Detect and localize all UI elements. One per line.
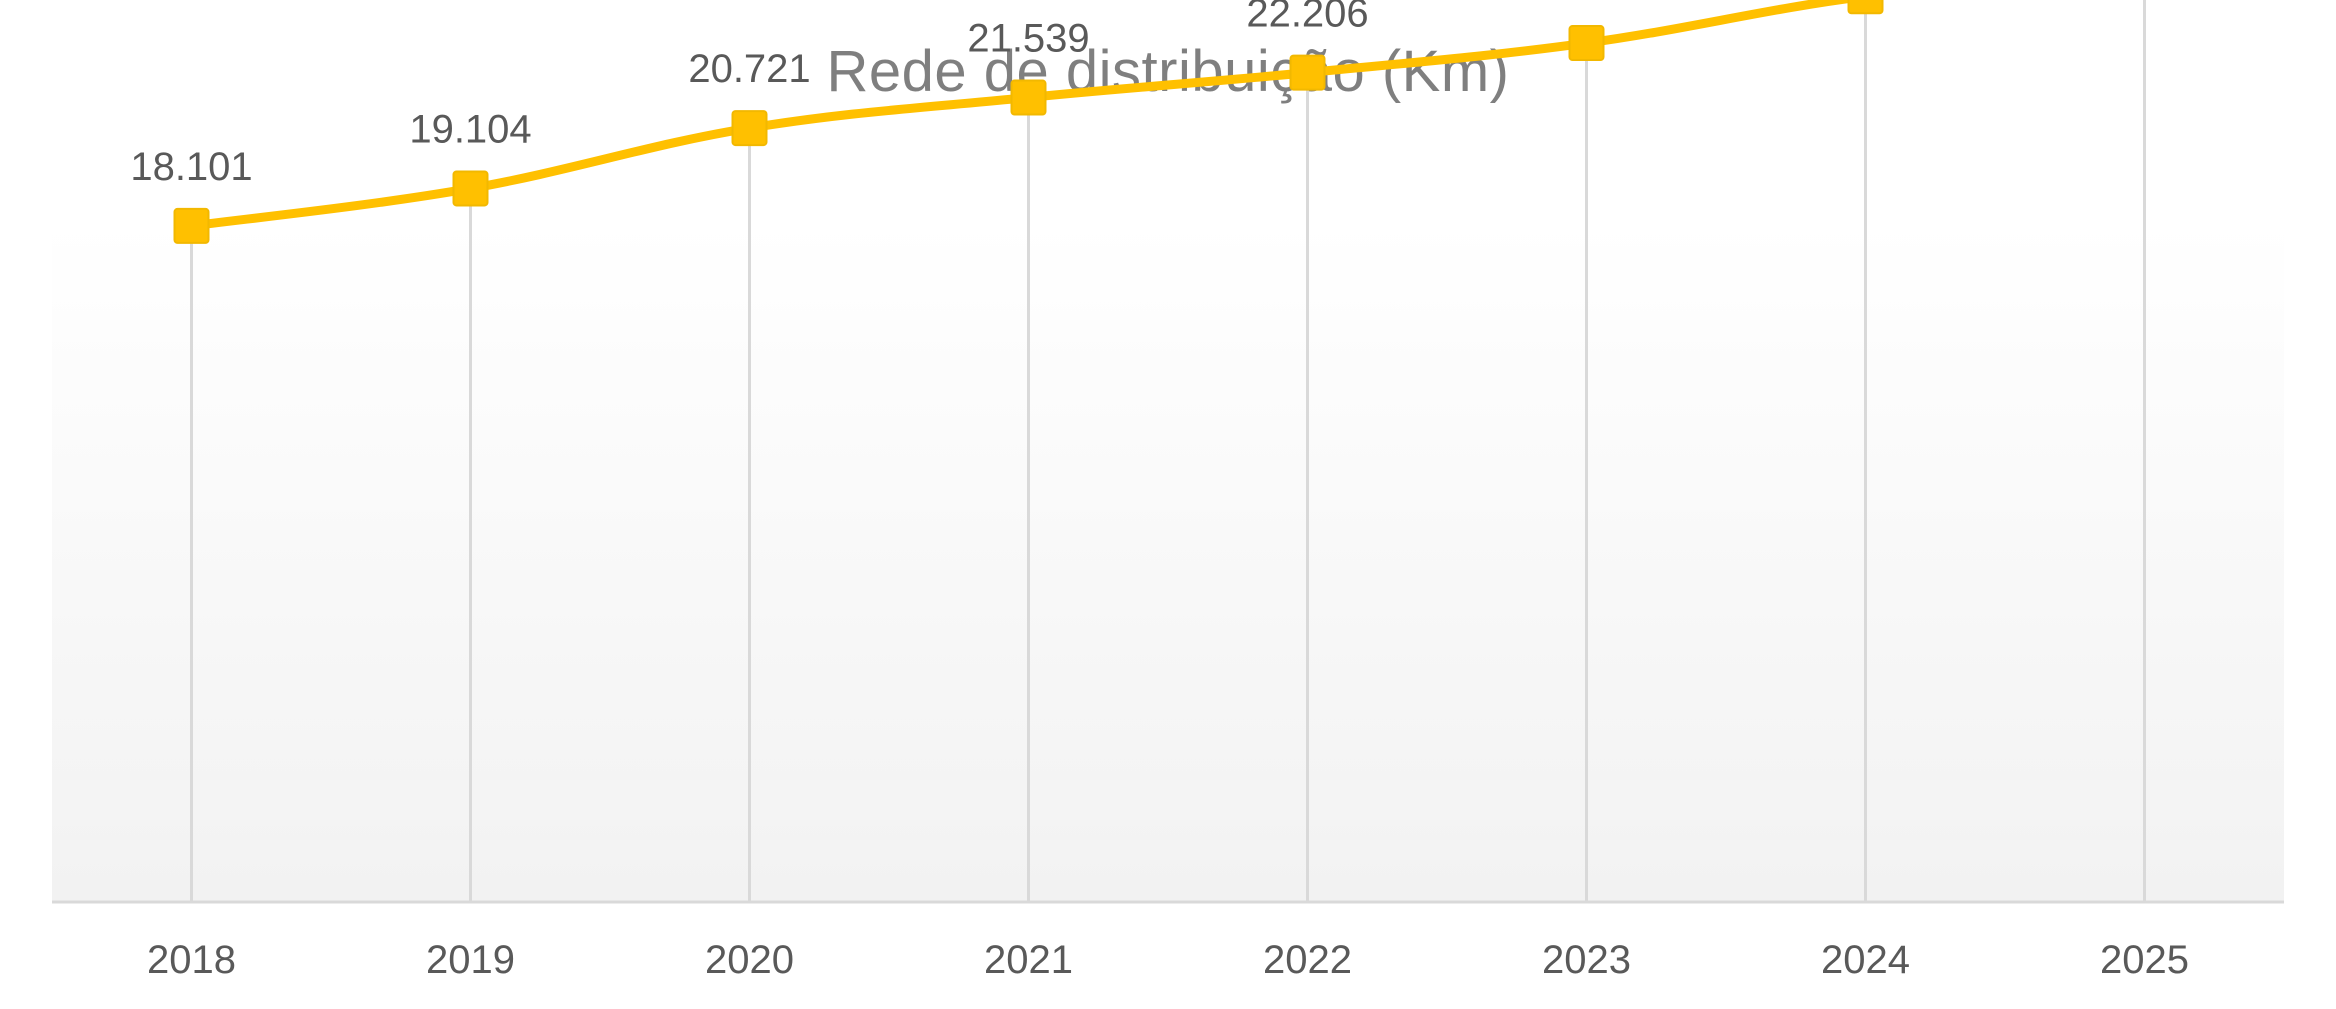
x-tick-2019: 2019	[426, 938, 515, 982]
marker-2018[interactable]	[173, 207, 210, 244]
x-tick-2018: 2018	[147, 938, 236, 982]
data-label-2020: 20.721	[688, 47, 810, 91]
x-tick-2022: 2022	[1263, 938, 1352, 982]
marker-2024[interactable]	[1847, 0, 1884, 15]
x-tick-2023: 2023	[1542, 938, 1631, 982]
drop-lines	[190, 0, 2146, 902]
data-label-2023: 22.997	[1525, 0, 1647, 6]
series-line	[187, 0, 1873, 231]
x-tick-2020: 2020	[705, 938, 794, 982]
marker-2019[interactable]	[452, 170, 489, 207]
markers-layer	[173, 0, 1884, 244]
marker-2020[interactable]	[731, 110, 768, 147]
marker-2021[interactable]	[1010, 79, 1047, 116]
x-tick-labels: 2018 2019 2020 2021 2022 2023 2024 2025	[147, 938, 2189, 982]
series-layer	[187, 0, 1873, 231]
marker-2023[interactable]	[1568, 25, 1605, 62]
data-label-2019: 19.104	[409, 107, 531, 151]
marker-2022[interactable]	[1289, 54, 1326, 91]
data-labels: 18.10119.10420.72121.53922.20622.99724.2…	[130, 0, 1647, 189]
data-label-2022: 22.206	[1246, 0, 1368, 36]
x-tick-2025: 2025	[2100, 938, 2189, 982]
plot-area	[52, 222, 2284, 902]
x-tick-2021: 2021	[984, 938, 1073, 982]
chart-title: Rede de distribuição (Km)	[826, 39, 1510, 104]
data-label-2018: 18.101	[130, 145, 252, 189]
data-label-2021: 21.539	[967, 17, 1089, 61]
x-tick-2024: 2024	[1821, 938, 1910, 982]
